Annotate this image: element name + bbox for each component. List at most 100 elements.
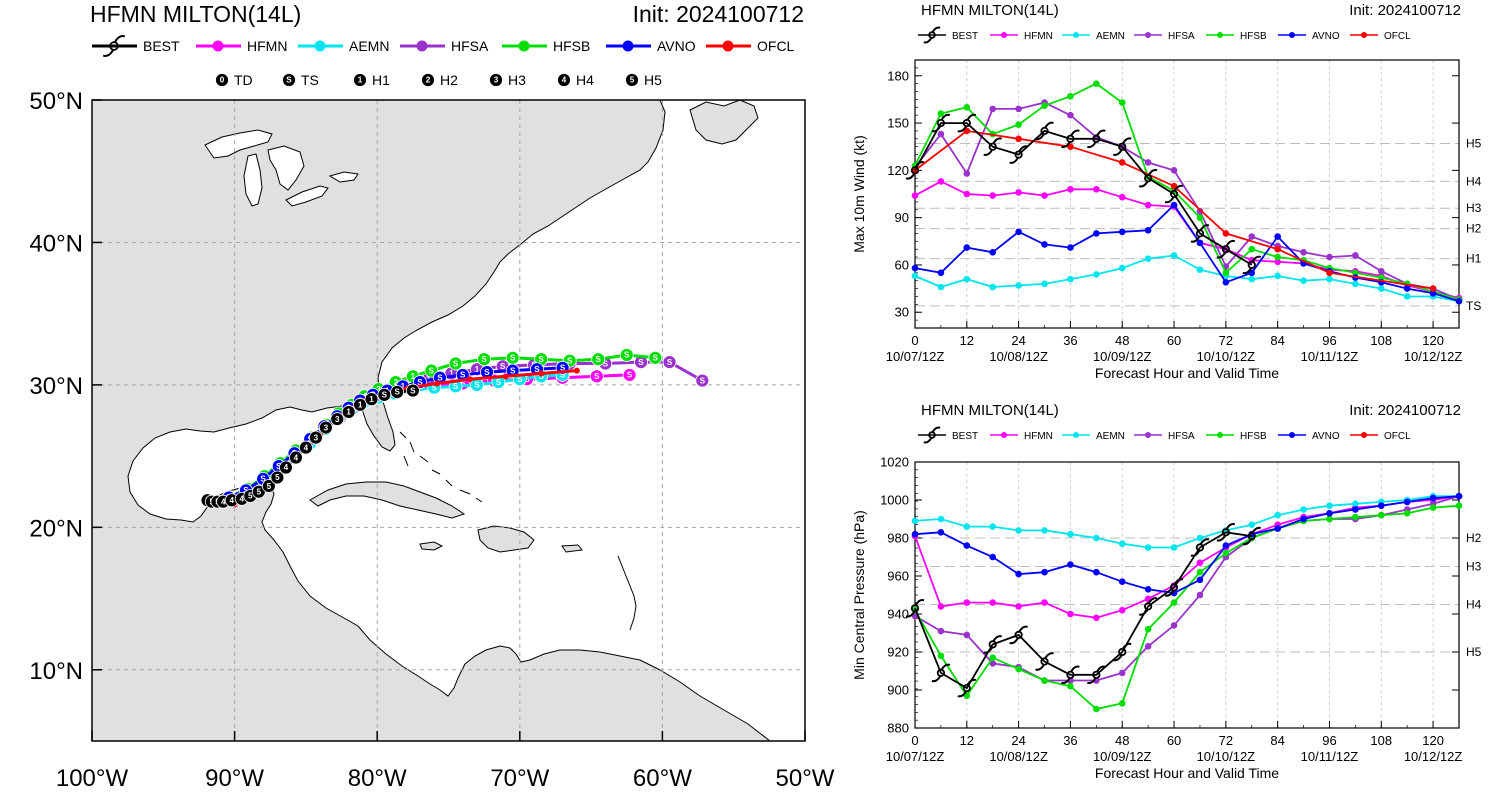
map-legend-item-ofcl: OFCL [706, 38, 795, 54]
panel-legend: BEST HFMN AEMN HFSA HFSB AVNO OFCL [918, 26, 1411, 44]
map-legend-item-avno: AVNO [606, 38, 696, 54]
data-point-hurricane-icon [1009, 625, 1028, 645]
data-point [937, 652, 945, 660]
data-point [1118, 540, 1126, 547]
data-point [1274, 245, 1281, 253]
category-badge-circle [489, 73, 503, 87]
hurricane-arm-top [931, 426, 941, 433]
pressure-intensity-panel: HFMN MILTON(14L) Init: 2024100712 BEST HFMN… [851, 402, 1482, 781]
category-badge-circle [308, 430, 323, 445]
data-point [1429, 290, 1437, 297]
panel-legend-item-hfsa: HFSA [1134, 31, 1195, 42]
hurricane-arm-bottom [983, 149, 993, 156]
hurricane-core [1066, 670, 1075, 679]
data-point [1041, 192, 1048, 199]
track-point: S [622, 368, 637, 382]
category-legend-label: TD [234, 72, 253, 88]
track-point: S [648, 350, 663, 365]
data-point [989, 192, 997, 199]
category-legend-symbol: 4 [557, 73, 571, 87]
data-point [937, 627, 945, 635]
hurricane-arm-top [914, 599, 925, 606]
data-point-hurricane-icon [1035, 121, 1054, 141]
legend-label: AEMN [1096, 31, 1125, 42]
y-tick-label: 900 [887, 683, 909, 698]
category-badge-circle [298, 440, 313, 455]
hurricane-arm-bottom [983, 647, 993, 654]
x-tick-label: 60 [1167, 333, 1181, 348]
track-point: 4 [279, 460, 293, 475]
hurricane-arm-top [1070, 129, 1080, 137]
data-point [1118, 700, 1126, 707]
x-date-label: 10/12/12Z [1404, 349, 1463, 364]
hurricane-core [1221, 245, 1230, 254]
category-badge-label: 1 [411, 372, 416, 381]
legend-marker [1145, 32, 1151, 38]
data-point [963, 523, 971, 530]
category-badge-label: 4 [221, 497, 226, 506]
data-point [1170, 544, 1178, 551]
panel-legend-item-avno: AVNO [1278, 31, 1340, 42]
legend-marker [722, 40, 734, 52]
map-model-legend: BEST HFMN AEMN HFSA HFSB AVNO OFCL [92, 35, 795, 57]
legend-label: HFMN [1024, 431, 1053, 442]
track-best: 5554445555444333111SSS [200, 383, 420, 509]
category-badge-circle [477, 352, 492, 367]
hurricane-arm-top [1199, 224, 1210, 231]
data-point [1118, 99, 1126, 106]
track-point: 4 [289, 450, 303, 465]
data-point [1403, 285, 1411, 292]
y-axis-label: Min Central Pressure (hPa) [851, 510, 867, 680]
legend-marker [314, 40, 326, 52]
category-legend-label: H1 [372, 72, 390, 88]
data-point [1403, 510, 1411, 517]
data-point [1248, 245, 1256, 253]
legend-marker [1217, 32, 1223, 38]
category-legend-label: H5 [644, 72, 662, 88]
y-tick-label: 920 [887, 645, 909, 660]
data-point [1377, 274, 1385, 281]
category-reference-lines: TS H1 H2 H3 H4 H5 [915, 137, 1482, 313]
hurricane-core [1169, 583, 1179, 592]
hurricane-arm-top [966, 113, 977, 121]
x-date-label: 10/10/12Z [1197, 749, 1256, 764]
x-axis-label: Forecast Hour and Valid Time [1095, 365, 1279, 381]
data-point [937, 283, 945, 291]
category-badge-label: S [538, 372, 544, 381]
category-badge-label: S [410, 386, 416, 395]
data-point [989, 249, 997, 256]
data-point-hurricane-icon [957, 678, 977, 698]
data-point [1067, 275, 1074, 283]
data-point [1248, 233, 1256, 240]
ref-label-h2: H2 [1466, 222, 1482, 236]
panel-legend: BEST HFMN AEMN HFSA HFSB AVNO OFCL [918, 426, 1411, 444]
track-point: 1 [341, 405, 356, 419]
series-line [914, 203, 1460, 303]
category-badge-label: S [624, 351, 630, 360]
data-point-hurricane-icon [1035, 652, 1054, 671]
data-point [1377, 511, 1385, 519]
data-point-hurricane-icon [1242, 526, 1262, 546]
data-point [1196, 239, 1204, 247]
category-badge-circle [341, 405, 356, 419]
category-legend-label: H3 [508, 72, 526, 88]
data-point [937, 130, 945, 138]
data-point [911, 192, 919, 199]
legend-marker [518, 40, 530, 52]
legend-marker [1001, 32, 1007, 38]
data-point [1274, 233, 1281, 240]
category-legend-symbol: 3 [489, 73, 503, 87]
category-badge-circle [353, 73, 367, 87]
data-point [937, 178, 945, 185]
data-point [1300, 515, 1307, 523]
data-point [1403, 498, 1411, 506]
data-point [1041, 102, 1048, 110]
ref-label-h3: H3 [1466, 560, 1482, 574]
track-point: 3 [330, 412, 345, 426]
track-point [573, 367, 580, 374]
hurricane-core [988, 640, 997, 649]
x-tick-label: 36 [1063, 733, 1077, 748]
series-line [914, 82, 1460, 301]
data-point [1326, 253, 1333, 261]
data-point [1170, 622, 1178, 629]
